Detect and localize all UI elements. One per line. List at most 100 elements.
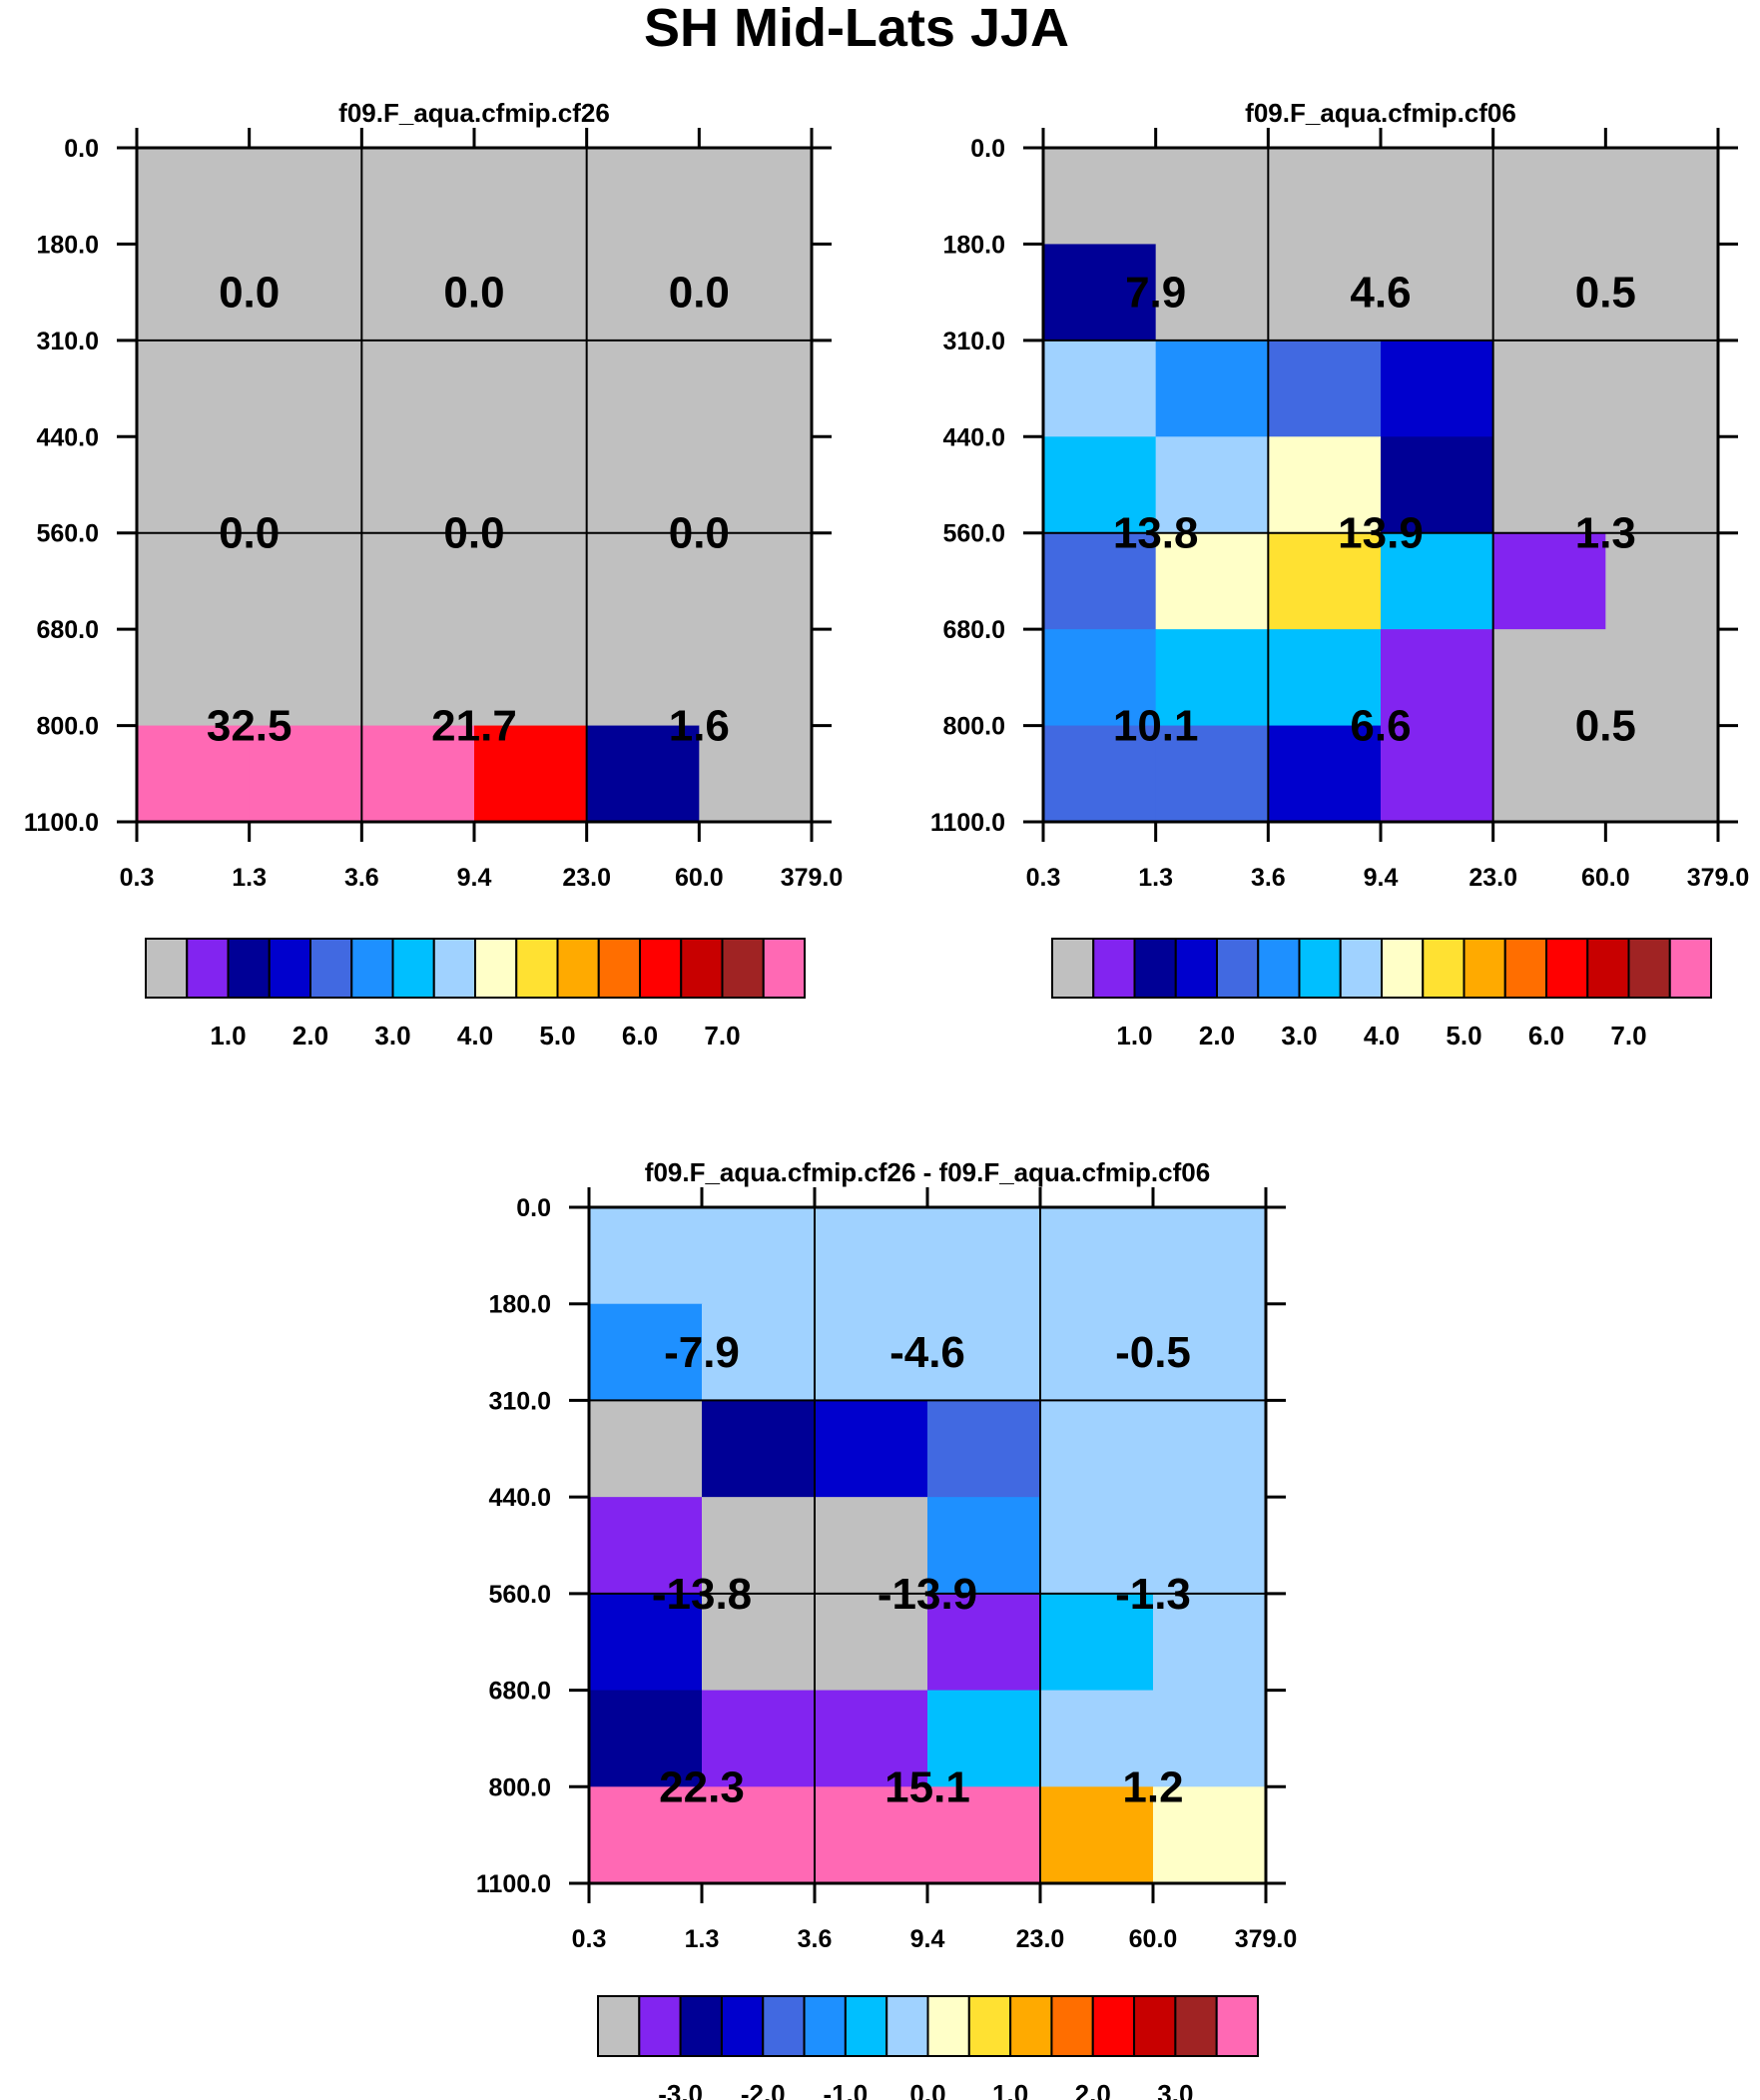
heatmap-cell [586,148,700,246]
colorbar-swatch [391,938,435,999]
heatmap-cell [1268,532,1382,630]
heatmap-cell [589,1497,703,1595]
heatmap-cell [699,244,813,342]
heatmap-cell [1040,1497,1154,1595]
panel-title: f09.F_aqua.cfmip.cf26 - f09.F_aqua.cfmip… [645,1157,1210,1187]
colorbar-label: 2.0 [1075,2079,1111,2100]
heatmap-cell [1492,725,1606,823]
heatmap-cell [586,244,700,342]
heatmap-cell [1155,436,1269,534]
heatmap-cell [927,1207,1041,1305]
heatmap-cell [1040,1690,1154,1787]
heatmap-cell [1492,629,1606,727]
heatmap-cell [1605,340,1719,437]
heatmap-cell [927,1593,1041,1692]
heatmap-cell [361,725,475,823]
y-tick-label: 800.0 [36,713,99,741]
colorbar-label: 1.0 [210,1021,246,1050]
colorbar-swatch [926,1995,970,2057]
box-value: 0.5 [1575,269,1636,318]
heatmap-cell [249,532,362,630]
box-value: -0.5 [1115,1328,1191,1377]
heatmap-cell [1605,148,1719,246]
heatmap-cell [1040,1786,1154,1884]
heatmap-cell [702,1207,816,1305]
heatmap-cell [927,1400,1041,1498]
heatmap-cell [589,1303,703,1402]
colorbar-swatch [597,1995,641,2057]
colorbar-label: 2.0 [1199,1021,1235,1050]
heatmap-cell [586,436,700,534]
panel-title: f09.F_aqua.cfmip.cf06 [1245,98,1516,128]
box-value: 1.3 [1575,509,1636,558]
colorbar-swatch [1586,938,1630,999]
heatmap-cell [249,340,362,437]
x-tick-label: 0.3 [572,1925,607,1953]
colorbar-swatch [1051,938,1095,999]
y-tick-label: 560.0 [36,520,99,548]
y-tick-label: 0.0 [64,135,99,163]
x-tick-label: 9.4 [910,1925,945,1953]
y-tick-label: 440.0 [488,1484,551,1512]
y-tick-label: 680.0 [942,616,1005,644]
heatmap-cell [137,244,251,342]
y-tick-label: 440.0 [942,423,1005,451]
colorbar-swatch [186,938,230,999]
box-value: 0.0 [219,509,280,558]
heatmap-cell [1155,725,1269,823]
colorbar-swatch [1381,938,1425,999]
y-tick-label: 440.0 [36,423,99,451]
colorbar-label: 7.0 [1610,1021,1646,1050]
colorbar-swatch [268,938,311,999]
heatmap-cell [699,340,813,437]
heatmap-cell [137,629,251,727]
y-tick-label: 800.0 [942,713,1005,741]
heatmap-cell [361,340,475,437]
heatmap-cell [1153,1207,1267,1305]
colorbar-label: 0.0 [909,2079,945,2100]
colorbar-swatch [1174,1995,1218,2057]
colorbar-swatch [1216,938,1260,999]
heatmap-cell [702,1303,816,1402]
y-tick-label: 180.0 [488,1291,551,1319]
colorbar-label: 3.0 [1281,1021,1317,1050]
y-tick-label: 310.0 [488,1387,551,1415]
colorbar-label: -1.0 [823,2079,868,2100]
colorbar-swatch [844,1995,888,2057]
heatmap-cell [249,148,362,246]
heatmap-cell [361,629,475,727]
heatmap-cell [589,1207,703,1305]
heatmap-cell [589,1400,703,1498]
heatmap-cell [474,725,588,823]
heatmap-cell [1153,1786,1267,1884]
box-value: 13.9 [1338,509,1424,558]
y-tick-label: 310.0 [942,328,1005,355]
box-value: 22.3 [659,1762,745,1811]
heatmap-cell [1155,244,1269,342]
heatmap-cell [1043,725,1157,823]
heatmap-cell [815,1207,928,1305]
heatmap-cell [699,436,813,534]
heatmap-cell [586,532,700,630]
heatmap-cell [589,1593,703,1692]
heatmap-cell [702,1786,816,1884]
heatmap-cell [1492,148,1606,246]
y-tick-label: 1100.0 [930,809,1005,837]
colorbar-swatch [967,1995,1012,2057]
y-tick-label: 680.0 [488,1678,551,1706]
heatmap-cell [361,436,475,534]
y-tick-label: 180.0 [36,231,99,259]
x-tick-label: 1.3 [1138,864,1173,892]
heatmap-cell [586,725,700,823]
box-value: 1.6 [669,702,730,751]
colorbar-swatch [639,938,683,999]
heatmap-cell [1043,148,1157,246]
heatmap-cell [699,532,813,630]
x-tick-label: 0.3 [1026,864,1061,892]
box-value: -7.9 [664,1328,740,1377]
x-tick-label: 0.3 [120,864,155,892]
heatmap-cell [1268,436,1382,534]
box-value: 6.6 [1350,702,1411,751]
heatmap-cell [1153,1497,1267,1595]
heatmap-cell [586,629,700,727]
